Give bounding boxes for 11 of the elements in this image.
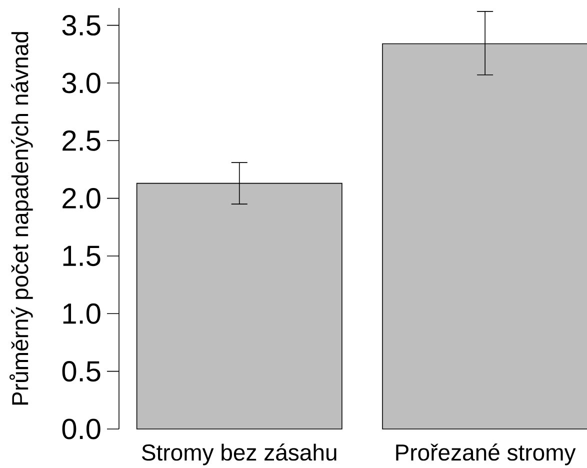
y-tick-label: 1.0 xyxy=(63,303,100,324)
x-tick-label: Stromy bez zásahu xyxy=(142,444,336,466)
y-tick-label: 0.0 xyxy=(62,418,100,440)
y-axis-title: Průměrný počet napadených návnad xyxy=(10,32,33,405)
x-tick-label: Prořezané stromy xyxy=(396,444,576,466)
y-tick-label: 2.0 xyxy=(62,188,100,209)
y-tick-label: 2.5 xyxy=(62,130,100,151)
y-tick-label: 1.5 xyxy=(63,246,100,266)
y-tick-label: 0.5 xyxy=(62,361,100,382)
y-tick-label: 3.5 xyxy=(62,15,100,36)
y-tick-label: 3.0 xyxy=(62,72,100,94)
